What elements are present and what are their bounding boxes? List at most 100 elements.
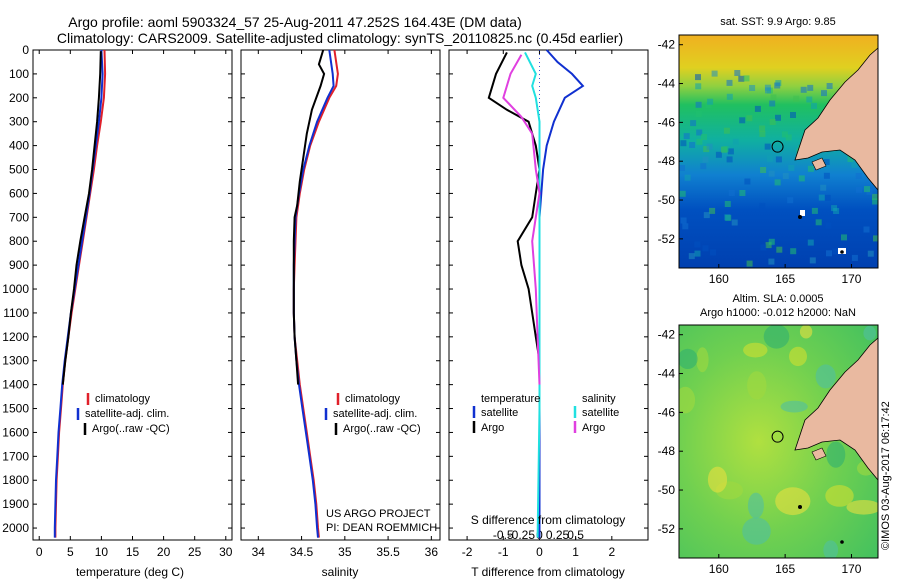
temperature-series xyxy=(53,49,107,538)
lat-tick-label: -50 xyxy=(658,193,676,207)
x-tick-label: 0 xyxy=(536,545,543,559)
sst-cell xyxy=(872,198,878,205)
sst-cell xyxy=(851,161,858,168)
temperature-x-label: temperature (deg C) xyxy=(76,565,184,579)
series-line-2 xyxy=(61,51,102,385)
temperature-legend: climatology satellite-adj. clim. Argo(..… xyxy=(76,393,170,435)
s-diff-tick-label: -0.25 xyxy=(508,528,536,542)
sst-cell xyxy=(768,170,775,177)
sst-cell xyxy=(826,250,832,257)
sst-cell xyxy=(788,165,795,171)
salinity-depth-ticks xyxy=(241,49,440,529)
sst-cell xyxy=(775,151,782,158)
sst-cell xyxy=(724,201,731,207)
difference-series xyxy=(487,49,585,538)
south-island-land xyxy=(794,47,878,191)
sst-cell xyxy=(710,249,717,256)
sst-cell xyxy=(694,250,701,257)
sst-cell xyxy=(694,241,701,248)
sst-cell xyxy=(807,84,814,91)
lat-tick-label: -48 xyxy=(658,154,676,168)
sst-cell xyxy=(776,246,783,253)
x-tick-label: -1 xyxy=(498,545,509,559)
lon-tick-label: 170 xyxy=(841,562,861,576)
salinity-series xyxy=(292,49,339,538)
differences-panel: -2 -1 0 1 2 -0.5-0.25 0 0.250.5 S difference f… xyxy=(448,49,649,579)
sst-cell xyxy=(832,248,839,255)
stewart-island-land xyxy=(811,157,827,171)
sst-cell xyxy=(811,102,817,109)
depth-tick-label: 1700 xyxy=(2,449,29,463)
lat-tick-label: -42 xyxy=(658,328,676,342)
depth-tick-label: 1800 xyxy=(2,473,29,487)
x-tick-label: 30 xyxy=(219,545,233,559)
salinity-x-ticks: 34 34.5 35 35.5 36 xyxy=(252,50,439,559)
lon-tick-label: 165 xyxy=(775,562,795,576)
sst-cell xyxy=(774,82,781,89)
sst-cell xyxy=(764,143,771,150)
sst-cell xyxy=(679,190,686,197)
salinity-legend: climatology satellite-adj. clim. Argo(..… xyxy=(324,393,421,435)
x-tick-label: 2 xyxy=(608,545,615,559)
legend-salinity-title: salinity xyxy=(582,393,616,405)
sst-cell xyxy=(726,156,733,163)
sst-cell xyxy=(831,205,838,212)
sla-blob xyxy=(763,325,790,349)
depth-tick-label: 1900 xyxy=(2,497,29,511)
sst-cell xyxy=(873,235,878,242)
sst-cell xyxy=(793,95,800,102)
x-tick-label: -2 xyxy=(462,545,473,559)
depth-tick-label: 200 xyxy=(9,91,29,105)
legend-climatology: climatology xyxy=(345,393,401,405)
sst-cell xyxy=(707,98,714,105)
sst-cell xyxy=(695,74,701,81)
sst-cell xyxy=(738,75,745,82)
legend-t-argo: Argo xyxy=(481,422,504,434)
sst-cell xyxy=(864,186,870,193)
sst-cell xyxy=(809,257,816,264)
sst-cell xyxy=(754,105,761,112)
imos-timestamp: ©IMOS 03-Aug-2017 06:17:42 xyxy=(880,401,892,550)
sla-blob xyxy=(742,517,771,545)
lon-tick-label: 170 xyxy=(841,272,861,286)
sst-cell xyxy=(701,134,707,140)
sst-cell xyxy=(759,130,766,137)
t-difference-x-ticks: -2 -1 0 1 2 xyxy=(462,50,615,559)
salinity-axes-frame xyxy=(240,49,441,541)
s-diff-tick-label: 0.25 xyxy=(546,528,570,542)
sla-blob xyxy=(747,492,764,519)
lat-tick-label: -42 xyxy=(658,38,676,52)
sst-cell xyxy=(696,138,703,145)
x-tick-label: 34.5 xyxy=(290,545,314,559)
sla-blob xyxy=(679,348,698,369)
sla-map-frame xyxy=(678,324,879,559)
sst-cell xyxy=(702,156,709,163)
sst-cell xyxy=(768,258,775,265)
series-line-1 xyxy=(487,51,541,385)
sst-cell xyxy=(689,142,696,148)
sst-cell xyxy=(682,223,689,230)
sst-cell xyxy=(800,86,807,93)
sst-cell xyxy=(855,173,862,179)
sst-cell xyxy=(684,174,691,181)
depth-tick-label: 800 xyxy=(9,234,29,248)
legend-s-satellite: satellite xyxy=(582,407,619,419)
sst-cell xyxy=(775,114,781,121)
sst-cell xyxy=(807,239,814,246)
sst-cell xyxy=(739,117,746,124)
figure-title-line2: Climatology: CARS2009. Satellite-adjuste… xyxy=(57,30,623,46)
x-tick-label: 1 xyxy=(572,545,579,559)
depth-tick-label: 700 xyxy=(9,210,29,224)
sst-cell xyxy=(744,178,751,185)
sla-blob xyxy=(775,487,811,516)
figure-title-line1: Argo profile: aoml 5903324_57 25-Aug-201… xyxy=(68,14,522,30)
sst-cell xyxy=(775,156,782,163)
legend-t-satellite: satellite xyxy=(481,407,518,419)
sst-cell xyxy=(759,202,766,209)
sst-cell xyxy=(765,242,772,249)
x-tick-label: 36 xyxy=(425,545,439,559)
sst-cell xyxy=(683,133,690,140)
depth-tick-label: 100 xyxy=(9,67,29,81)
sst-cell xyxy=(790,112,796,118)
